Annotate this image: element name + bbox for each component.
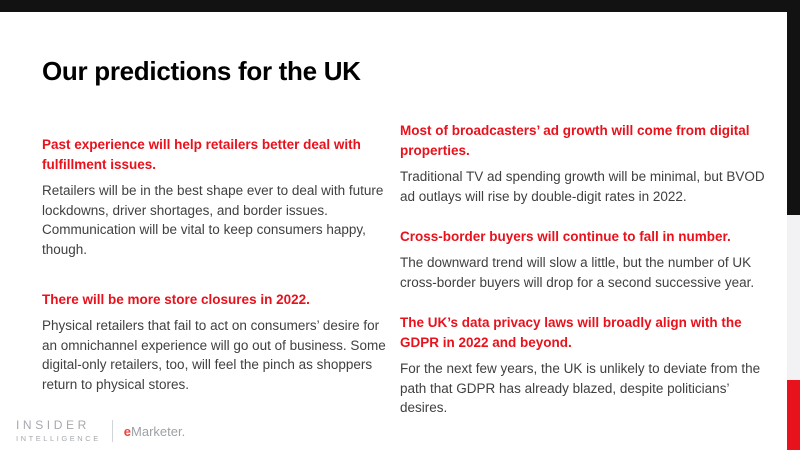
emarketer-logo-e: e [123, 423, 132, 439]
logo-divider [111, 420, 113, 442]
prediction-heading: There will be more store closures in 202… [42, 292, 310, 307]
prediction-block: Most of broadcasters’ ad growth will com… [400, 121, 774, 206]
page-title: Our predictions for the UK [42, 56, 361, 86]
insider-logo-text: INSIDER [16, 418, 90, 432]
top-black-bar [0, 0, 800, 12]
prediction-heading: The UK’s data privacy laws will broadly … [400, 315, 742, 350]
prediction-heading: Cross-border buyers will continue to fal… [400, 229, 731, 244]
prediction-block: Cross-border buyers will continue to fal… [400, 227, 774, 292]
rail-red-segment [787, 380, 800, 450]
column-left: Past experience will help retailers bett… [42, 118, 387, 439]
prediction-body: For the next few years, the UK is unlike… [400, 361, 761, 415]
intelligence-logo-text: INTELLIGENCE [16, 434, 101, 443]
rail-black-segment [787, 12, 800, 215]
prediction-body: The downward trend will slow a little, b… [400, 255, 755, 290]
prediction-heading: Past experience will help retailers bett… [42, 137, 361, 172]
predictions-columns: Past experience will help retailers bett… [42, 118, 774, 439]
column-right: Most of broadcasters’ ad growth will com… [400, 118, 774, 439]
prediction-block: There will be more store closures in 202… [42, 290, 387, 394]
emarketer-logo: eMarketer. [124, 424, 185, 439]
footer-brand-area: INSIDER INTELLIGENCE eMarketer. [16, 418, 185, 444]
prediction-body: Traditional TV ad spending growth will b… [400, 169, 765, 204]
prediction-heading: Most of broadcasters’ ad growth will com… [400, 123, 750, 158]
insider-intelligence-logo: INSIDER INTELLIGENCE [16, 418, 101, 444]
emarketer-logo-rest: Marketer. [131, 423, 186, 439]
prediction-body: Retailers will be in the best shape ever… [42, 183, 384, 257]
prediction-body: Physical retailers that fail to act on c… [42, 318, 386, 392]
rail-gray-segment [787, 215, 800, 380]
prediction-block: The UK’s data privacy laws will broadly … [400, 313, 774, 418]
prediction-block: Past experience will help retailers bett… [42, 135, 387, 259]
right-edge-rail [787, 12, 800, 450]
